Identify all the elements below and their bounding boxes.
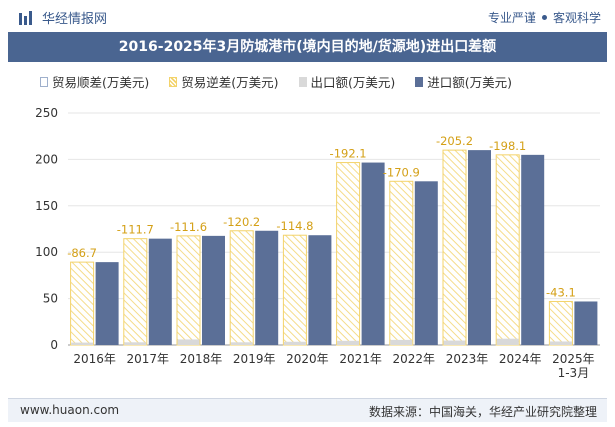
data-label: -170.9 [383,165,420,179]
tagline: 专业严谨 客观科学 [488,9,601,26]
x-tick-label: 2016年 [73,352,116,366]
data-label: -114.8 [276,219,313,233]
legend-label-import: 进口额(万美元) [427,75,513,90]
brand-logo-icon [19,10,32,25]
legend-label-surplus: 贸易顺差(万美元) [52,75,150,90]
export-bar [337,340,360,345]
data-label: -111.7 [117,223,154,237]
data-label: -43.1 [546,285,576,299]
export-bar [177,339,200,345]
y-tick-label: 50 [43,292,58,306]
y-tick-label: 250 [35,106,58,120]
x-tick-label: 2020年 [286,352,329,366]
separator-dot-icon [541,15,547,20]
deficit-bar [389,180,414,346]
legend-swatch-deficit-icon [169,76,178,87]
legend-swatch-surplus-icon [40,76,48,87]
legend-item-export: 出口额(万美元) [298,72,396,91]
export-bar [124,342,147,345]
deficit-bar [229,230,254,346]
deficit-bar [336,162,361,346]
x-tick-label: 2023年 [446,352,489,366]
legend-label-export: 出口额(万美元) [310,75,396,90]
import-bar [574,301,598,345]
x-tick-label: 2025年 [552,352,595,366]
import-bar [202,235,225,345]
y-tick-label: 100 [35,245,58,259]
data-label: -120.2 [223,215,260,229]
legend: 贸易顺差(万美元) 贸易逆差(万美元) 出口额(万美元) 进口额(万美元) [40,72,512,91]
export-bar [283,341,306,345]
y-tick-label: 150 [35,199,58,213]
y-tick-label: 0 [50,338,58,352]
import-bar [308,235,332,345]
x-tick-label: 2018年 [180,352,223,366]
data-label: -198.1 [489,139,526,153]
export-bar [390,339,413,345]
data-label: -192.1 [330,147,367,161]
x-tick-label: 2022年 [393,352,436,366]
x-tick-label: 2024年 [499,352,542,366]
export-bar [230,342,253,345]
export-bar [496,338,519,345]
deficit-bar [176,235,201,346]
import-bar [255,230,279,345]
chart-plot: 0 50 100 150 200 250 -86.7 2016年 -111.7 2017年 -11… [35,106,600,380]
x-tick-label: 2017年 [127,352,170,366]
export-bar [549,341,572,345]
export-bar [443,340,466,345]
legend-item-import: 进口额(万美元) [415,72,512,91]
brand-name: 华经情报网 [42,12,108,27]
import-bar [414,181,438,345]
data-label: -86.7 [67,246,97,260]
deficit-bar [123,238,148,346]
chart-title: 2016-2025年3月防城港市(境内目的地/货源地)进出口差额 [8,32,607,62]
top-bar: 华经情报网 专业严谨 客观科学 [0,0,615,32]
import-bar [148,238,172,345]
deficit-bar [495,154,520,346]
footer: www.huaon.com 数据来源：中国海关，华经产业研究院整理 [8,398,607,422]
brand: 华经情报网 [18,8,107,27]
deficit-bar [548,300,573,346]
footer-url: www.huaon.com [20,403,120,417]
tagline-left: 专业严谨 [487,11,536,25]
legend-label-deficit: 贸易逆差(万美元) [181,75,279,90]
deficit-bar [70,261,95,346]
deficit-bar [442,149,467,346]
x-tick-label: 2019年 [233,352,276,366]
legend-swatch-export-icon [298,76,307,87]
legend-item-deficit: 贸易逆差(万美元) [169,72,279,91]
import-bar [521,154,545,345]
import-bar [95,262,119,345]
x-tick-label: 2021年 [339,352,382,366]
import-bar [468,150,491,345]
y-tick-label: 200 [35,152,58,166]
x-tick-label: 1-3月 [558,366,590,380]
footer-source: 数据来源：中国海关，华经产业研究院整理 [368,405,597,419]
data-label: -111.6 [170,220,207,234]
data-label: -205.2 [436,134,473,148]
deficit-bar [282,234,307,346]
legend-item-surplus: 贸易顺差(万美元) [40,72,149,91]
tagline-right: 客观科学 [552,11,601,25]
export-bar [71,342,94,345]
import-bar [361,162,385,345]
legend-swatch-import-icon [415,76,424,87]
